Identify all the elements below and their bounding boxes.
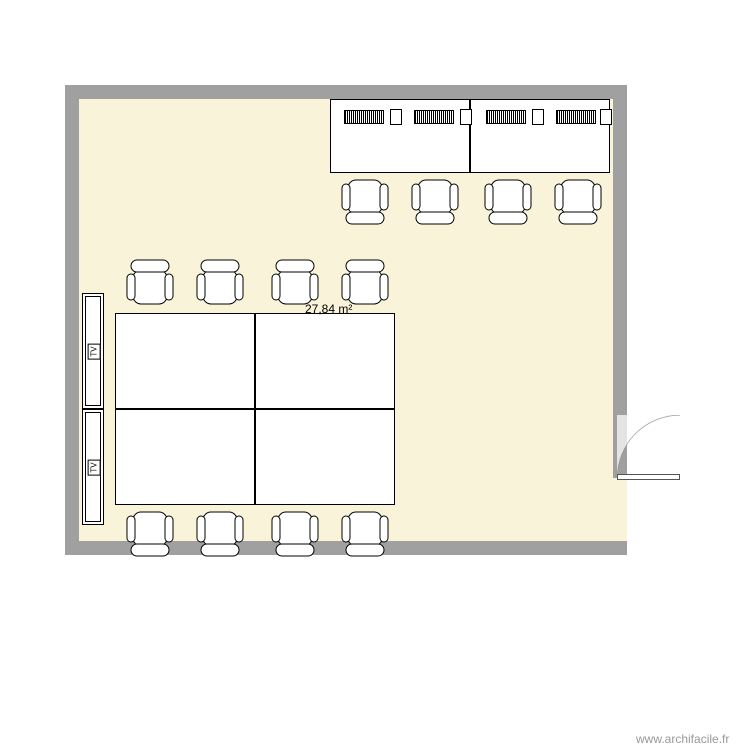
chair-icon bbox=[270, 258, 320, 308]
floorplan-canvas: TV TV 27,84 m² www.archifacile.fr bbox=[0, 0, 750, 750]
chair-icon bbox=[125, 258, 175, 308]
tv-label: TV bbox=[88, 459, 101, 475]
chair-icon bbox=[270, 508, 320, 558]
meeting-table bbox=[255, 313, 395, 409]
keyboard-icon bbox=[344, 110, 384, 124]
keyboard-icon bbox=[414, 110, 454, 124]
keyboard-icon bbox=[486, 110, 526, 124]
chair-icon bbox=[410, 176, 460, 226]
chair-icon bbox=[340, 508, 390, 558]
meeting-table bbox=[255, 409, 395, 505]
chair-icon bbox=[483, 176, 533, 226]
tv-label: TV bbox=[88, 343, 101, 359]
chair-icon bbox=[195, 508, 245, 558]
chair-icon bbox=[340, 258, 390, 308]
pc-icon bbox=[600, 109, 612, 125]
chair-icon bbox=[125, 508, 175, 558]
pc-icon bbox=[390, 109, 402, 125]
chair-icon bbox=[340, 176, 390, 226]
door-opening bbox=[613, 478, 627, 541]
keyboard-icon bbox=[556, 110, 596, 124]
door-leaf bbox=[617, 474, 680, 480]
chair-icon bbox=[195, 258, 245, 308]
chair-icon bbox=[553, 176, 603, 226]
meeting-table bbox=[115, 313, 255, 409]
pc-icon bbox=[532, 109, 544, 125]
watermark: www.archifacile.fr bbox=[636, 732, 729, 746]
meeting-table bbox=[115, 409, 255, 505]
pc-icon bbox=[460, 109, 472, 125]
